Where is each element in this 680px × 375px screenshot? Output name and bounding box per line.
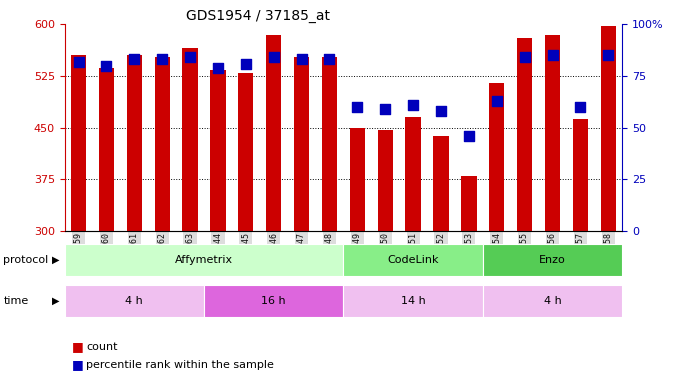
Text: ■: ■ [71, 340, 83, 353]
Point [101, 63, 112, 69]
Point [129, 56, 140, 62]
Point [73, 58, 84, 64]
Bar [238, 72, 254, 231]
Bar [154, 57, 170, 231]
Bar [517, 38, 532, 231]
Text: Affymetrix: Affymetrix [175, 255, 233, 265]
Point [241, 60, 252, 67]
Bar [489, 83, 505, 231]
Text: Enzo: Enzo [539, 255, 566, 265]
Bar [294, 57, 309, 231]
Point [575, 104, 586, 110]
Text: 16 h: 16 h [261, 296, 286, 306]
Text: 4 h: 4 h [543, 296, 562, 306]
Bar [545, 35, 560, 231]
Bar [350, 128, 365, 231]
Point [491, 98, 502, 104]
Point [212, 64, 223, 70]
Text: ▶: ▶ [52, 296, 60, 306]
Bar [483, 244, 622, 276]
Point [408, 102, 419, 108]
Bar [210, 70, 226, 231]
Bar [573, 119, 588, 231]
Bar [343, 244, 483, 276]
Bar [433, 136, 449, 231]
Bar [126, 55, 142, 231]
Text: time: time [3, 296, 29, 306]
Text: CodeLink: CodeLink [388, 255, 439, 265]
Text: ■: ■ [71, 358, 83, 371]
Text: 14 h: 14 h [401, 296, 426, 306]
Bar [483, 285, 622, 317]
Text: count: count [86, 342, 118, 352]
Bar [600, 26, 616, 231]
Bar [99, 68, 114, 231]
Bar [65, 244, 343, 276]
Point [435, 108, 446, 114]
Point [547, 53, 558, 58]
Bar [405, 117, 421, 231]
Point [352, 104, 363, 110]
Point [602, 53, 613, 58]
Bar [343, 285, 483, 317]
Point [296, 56, 307, 62]
Bar [71, 56, 86, 231]
Point [520, 54, 530, 60]
Bar [266, 35, 282, 231]
Bar [377, 130, 393, 231]
Point [156, 56, 168, 62]
Text: 4 h: 4 h [125, 296, 143, 306]
Text: GDS1954 / 37185_at: GDS1954 / 37185_at [186, 9, 330, 23]
Point [185, 54, 196, 60]
Point [464, 133, 475, 139]
Bar [65, 285, 204, 317]
Bar [182, 48, 198, 231]
Text: protocol: protocol [3, 255, 49, 265]
Point [379, 106, 390, 112]
Text: percentile rank within the sample: percentile rank within the sample [86, 360, 274, 370]
Bar [204, 285, 343, 317]
Text: ▶: ▶ [52, 255, 60, 265]
Point [324, 56, 335, 62]
Bar [461, 176, 477, 231]
Bar [322, 57, 337, 231]
Point [269, 54, 279, 60]
